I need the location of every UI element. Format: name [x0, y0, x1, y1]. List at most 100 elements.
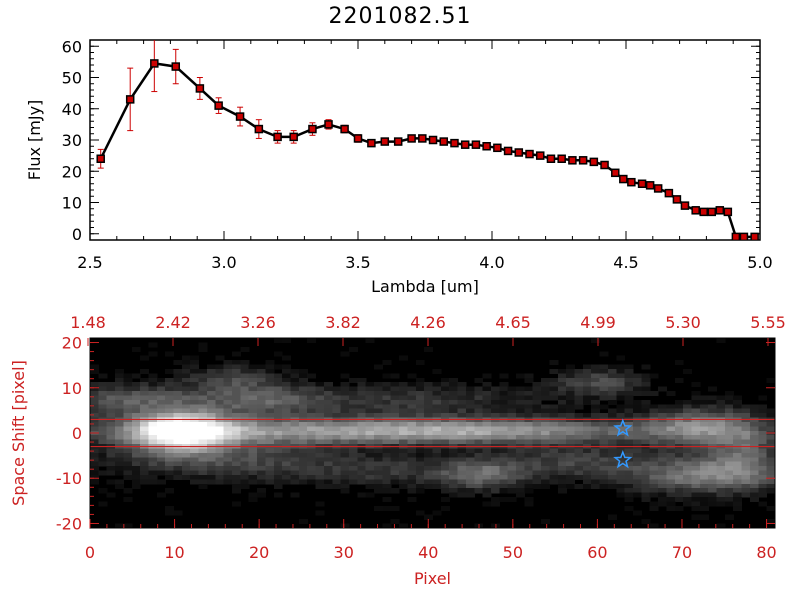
image-pixel — [566, 373, 576, 379]
image-pixel — [315, 510, 325, 516]
image-pixel — [156, 439, 166, 445]
image-pixel — [90, 417, 99, 423]
image-pixel — [415, 488, 425, 494]
image-pixel — [290, 492, 300, 498]
image-pixel — [257, 439, 267, 445]
image-pixel — [148, 377, 158, 383]
image-pixel — [382, 488, 392, 494]
spectral-image-plot: 0 10 20 30 40 50 60 70 801.48 2.42 3.26 3.82 4.26 4.6… — [9, 313, 786, 588]
image-pixel — [106, 492, 116, 498]
image-pixel — [232, 399, 241, 405]
image-pixel — [658, 408, 667, 414]
image-pixel — [390, 479, 400, 485]
image-pixel — [190, 364, 200, 370]
image-pixel — [323, 439, 333, 445]
image-pixel — [115, 523, 125, 529]
image-pixel — [457, 439, 467, 445]
image-pixel — [248, 461, 258, 467]
image-pixel — [90, 399, 99, 405]
image-pixel — [273, 364, 283, 370]
image-pixel — [574, 421, 584, 427]
image-pixel — [123, 408, 133, 414]
data-point — [557, 154, 566, 163]
image-pixel — [240, 417, 250, 423]
image-pixel — [181, 430, 191, 436]
image-pixel — [549, 439, 559, 445]
image-pixel — [490, 435, 500, 441]
image-pixel — [724, 435, 734, 441]
image-pixel — [574, 386, 584, 392]
image-pixel — [708, 421, 718, 427]
image-pixel — [474, 417, 484, 423]
image-pixel — [591, 448, 601, 454]
image-pixel — [407, 448, 417, 454]
image-pixel — [115, 382, 125, 388]
top-tick-label: 4.99 — [580, 313, 616, 332]
image-pixel — [365, 426, 375, 432]
image-pixel — [591, 373, 601, 379]
image-pixel — [357, 435, 367, 441]
image-pixel — [624, 368, 634, 374]
image-pixel — [683, 483, 693, 489]
image-pixel — [440, 435, 450, 441]
image-pixel — [516, 426, 525, 432]
image-pixel — [407, 466, 417, 472]
image-pixel — [616, 457, 626, 463]
image-pixel — [248, 452, 258, 458]
image-pixel — [382, 408, 392, 414]
image-pixel — [532, 448, 542, 454]
image-pixel — [365, 492, 375, 498]
image-pixel — [323, 413, 333, 419]
image-pixel — [641, 474, 651, 480]
image-pixel — [223, 435, 233, 441]
image-pixel — [632, 510, 642, 516]
image-pixel — [115, 452, 125, 458]
data-point — [96, 154, 105, 163]
image-pixel — [415, 421, 425, 427]
image-pixel — [399, 395, 409, 401]
image-pixel — [449, 474, 459, 480]
image-pixel — [123, 391, 133, 397]
image-pixel — [749, 421, 759, 427]
image-pixel — [432, 435, 442, 441]
image-pixel — [424, 426, 434, 432]
image-pixel — [265, 426, 275, 432]
image-pixel — [140, 395, 150, 401]
image-pixel — [599, 377, 609, 383]
image-pixel — [173, 368, 183, 374]
image-pixel — [758, 466, 768, 472]
image-pixel — [340, 523, 350, 529]
image-pixel — [223, 474, 233, 480]
image-pixel — [474, 470, 484, 476]
image-pixel — [232, 373, 241, 379]
image-pixel — [90, 439, 99, 445]
image-pixel — [265, 404, 275, 410]
image-pixel — [482, 421, 492, 427]
image-pixel — [758, 483, 768, 489]
image-pixel — [240, 483, 250, 489]
image-pixel — [332, 461, 342, 467]
image-pixel — [115, 470, 125, 476]
image-pixel — [524, 417, 534, 423]
image-pixel — [282, 338, 292, 344]
image-pixel — [499, 382, 509, 388]
image-pixel — [240, 479, 250, 485]
image-pixel — [424, 461, 434, 467]
image-pixel — [666, 470, 676, 476]
image-pixel — [257, 448, 267, 454]
image-pixel — [457, 399, 467, 405]
image-pixel — [173, 457, 183, 463]
image-pixel — [399, 391, 409, 397]
image-pixel — [632, 413, 642, 419]
image-pixel — [173, 435, 183, 441]
image-pixel — [332, 386, 342, 392]
image-pixel — [591, 404, 601, 410]
image-pixel — [407, 421, 417, 427]
image-pixel — [616, 470, 626, 476]
image-pixel — [382, 399, 392, 405]
image-pixel — [708, 448, 718, 454]
image-pixel — [507, 413, 517, 419]
image-pixel — [465, 430, 475, 436]
image-pixel — [432, 483, 442, 489]
image-pixel — [307, 439, 317, 445]
